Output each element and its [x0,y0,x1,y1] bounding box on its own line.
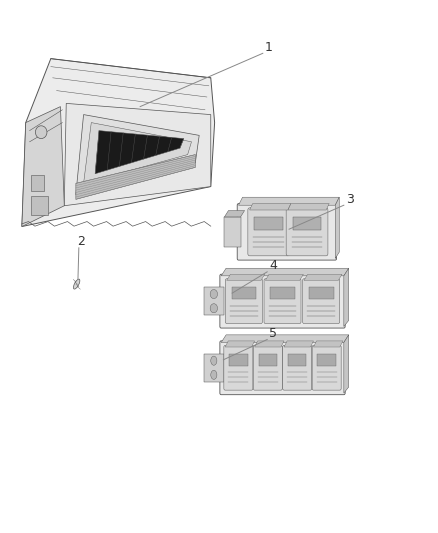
Polygon shape [76,155,195,199]
FancyBboxPatch shape [224,345,253,390]
Polygon shape [95,131,184,174]
Bar [31,196,48,215]
Ellipse shape [211,370,217,379]
Polygon shape [224,211,244,217]
FancyBboxPatch shape [264,279,301,324]
Polygon shape [314,341,343,347]
Bar [204,353,224,382]
Bar [288,354,307,366]
Bar [232,287,256,299]
Polygon shape [254,341,284,347]
Polygon shape [250,204,291,210]
Bar [270,287,295,299]
FancyBboxPatch shape [248,208,290,256]
Ellipse shape [210,304,218,313]
Polygon shape [64,103,211,206]
FancyBboxPatch shape [220,341,345,394]
Polygon shape [221,335,349,343]
Bar [293,216,321,230]
Polygon shape [221,268,349,276]
Polygon shape [225,341,254,347]
Bar [224,217,240,247]
Text: 3: 3 [346,192,354,206]
Polygon shape [76,115,199,195]
Ellipse shape [35,126,47,139]
Polygon shape [22,107,64,227]
Polygon shape [265,274,304,280]
Ellipse shape [74,279,80,289]
FancyBboxPatch shape [283,345,312,390]
Bar [31,175,44,191]
FancyBboxPatch shape [253,345,283,390]
Polygon shape [227,274,265,280]
Ellipse shape [210,289,218,298]
Polygon shape [288,204,329,210]
Polygon shape [304,274,342,280]
Bar [318,354,336,366]
FancyBboxPatch shape [237,204,336,260]
Bar [254,216,283,230]
Bar [204,287,224,316]
Text: 5: 5 [269,327,277,340]
Text: 4: 4 [269,259,277,272]
Text: 1: 1 [265,41,273,54]
Bar [258,354,277,366]
FancyBboxPatch shape [220,274,345,328]
FancyBboxPatch shape [312,345,341,390]
Text: 2: 2 [77,235,85,248]
FancyBboxPatch shape [226,279,262,324]
Polygon shape [284,341,314,347]
Bar [229,354,247,366]
Polygon shape [22,59,215,227]
Polygon shape [335,197,339,259]
FancyBboxPatch shape [286,208,328,256]
FancyBboxPatch shape [303,279,339,324]
Polygon shape [344,268,349,326]
Polygon shape [344,335,349,393]
Ellipse shape [211,356,217,365]
Polygon shape [84,123,191,183]
Polygon shape [239,197,339,205]
Bar [309,287,333,299]
